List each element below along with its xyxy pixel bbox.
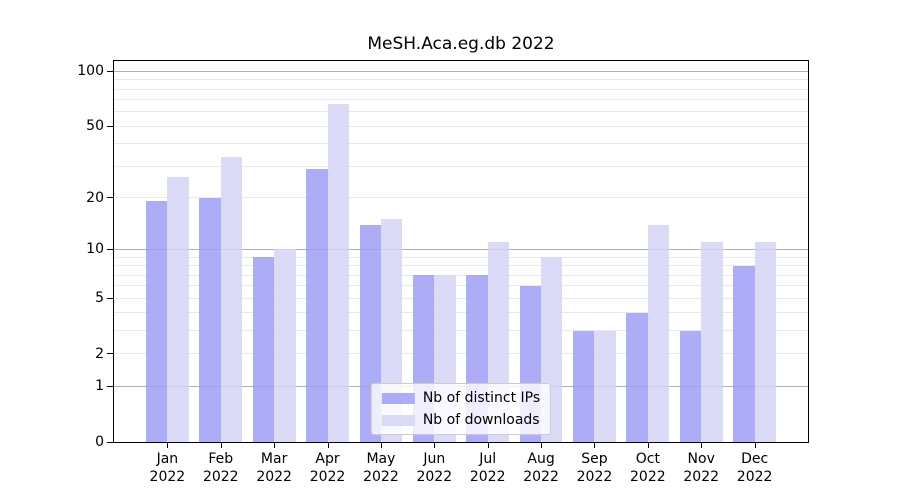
legend: Nb of distinct IPs Nb of downloads (370, 383, 552, 435)
x-tick-label-feb: Feb 2022 (202, 451, 239, 486)
x-tick-mark (220, 443, 222, 448)
y-tick-mark (107, 70, 113, 72)
y-tick-mark (107, 248, 113, 250)
y-tick-label: 2 (95, 345, 104, 362)
x-tick-mark (754, 443, 756, 448)
x-tick-label-jun: Jun 2022 (416, 451, 453, 486)
x-tick-label-jan: Jan 2022 (149, 451, 186, 486)
bar-downloads-oct (647, 224, 670, 442)
gridline (114, 353, 808, 355)
bar-downloads-nov (701, 242, 723, 442)
bar-distinct-ips-feb (199, 197, 221, 442)
y-tick-label: 20 (86, 189, 104, 206)
y-tick-label: 0 (95, 434, 104, 450)
gridline (114, 274, 808, 276)
gridline (114, 297, 808, 299)
y-tick-label: 50 (86, 118, 104, 135)
bar-downloads-dec (754, 242, 776, 442)
x-tick-label-jul: Jul 2022 (469, 451, 506, 486)
x-tick-mark (434, 443, 436, 448)
gridline (114, 111, 808, 113)
bar-downloads-feb (220, 156, 243, 442)
gridline (114, 125, 808, 127)
y-tick-label: 10 (86, 241, 104, 258)
legend-item-downloads: Nb of downloads (381, 412, 540, 428)
y-tick-mark (107, 441, 113, 443)
x-tick-label-may: May 2022 (363, 451, 399, 486)
bar-downloads-jan (167, 177, 189, 442)
legend-item-distinct-ips: Nb of distinct IPs (381, 390, 541, 406)
bar-downloads-mar (274, 249, 296, 442)
gridline (114, 70, 808, 72)
gridline (114, 256, 808, 258)
legend-label-downloads: Nb of downloads (422, 412, 540, 428)
bar-distinct-ips-nov (679, 330, 702, 442)
x-tick-label-oct: Oct 2022 (630, 451, 666, 486)
x-tick-label-sep: Sep 2022 (576, 451, 613, 486)
x-tick-label-mar: Mar 2022 (256, 451, 292, 486)
gridline (114, 79, 808, 81)
x-tick-mark (647, 443, 649, 448)
y-tick-mark (107, 297, 113, 299)
bar-downloads-apr (327, 104, 349, 442)
bar-distinct-ips-sep (573, 330, 595, 442)
x-tick-mark (327, 443, 329, 448)
x-tick-mark (487, 443, 489, 448)
gridline (114, 285, 808, 287)
plot-area: Nb of distinct IPs Nb of downloads (113, 60, 809, 443)
x-tick-mark (380, 443, 382, 448)
legend-swatch-downloads (381, 414, 415, 426)
y-tick-mark (107, 125, 113, 127)
x-tick-label-apr: Apr 2022 (309, 451, 346, 486)
gridline (114, 312, 808, 314)
x-tick-label-nov: Nov 2022 (683, 451, 720, 486)
x-tick-mark (541, 443, 543, 448)
gridline (114, 165, 808, 167)
y-tick-label: 5 (95, 290, 104, 307)
x-tick-mark (701, 443, 703, 448)
y-tick-label: 100 (77, 63, 104, 80)
gridline (114, 248, 808, 250)
gridline (114, 197, 808, 199)
y-tick-label: 1 (95, 378, 104, 395)
x-tick-mark (167, 443, 169, 448)
gridline (114, 88, 808, 90)
gridline (114, 143, 808, 145)
y-tick-mark (107, 353, 113, 355)
bar-distinct-ips-mar (252, 257, 275, 442)
y-tick-mark (107, 197, 113, 199)
x-tick-mark (594, 443, 596, 448)
legend-label-distinct-ips: Nb of distinct IPs (422, 390, 541, 406)
bar-distinct-ips-apr (306, 168, 328, 442)
chart-title: MeSH.Aca.eg.db 2022 (367, 34, 555, 54)
y-tick-mark (107, 385, 113, 387)
bar-distinct-ips-jan (145, 201, 168, 442)
gridline (114, 265, 808, 267)
x-tick-mark (274, 443, 276, 448)
bar-downloads-sep (594, 330, 616, 442)
gridline (114, 99, 808, 101)
bar-distinct-ips-oct (626, 312, 648, 442)
x-tick-label-dec: Dec 2022 (736, 451, 773, 486)
legend-swatch-distinct-ips (381, 392, 415, 404)
bar-distinct-ips-dec (733, 265, 755, 442)
gridline (114, 330, 808, 332)
x-tick-label-aug: Aug 2022 (523, 451, 559, 486)
